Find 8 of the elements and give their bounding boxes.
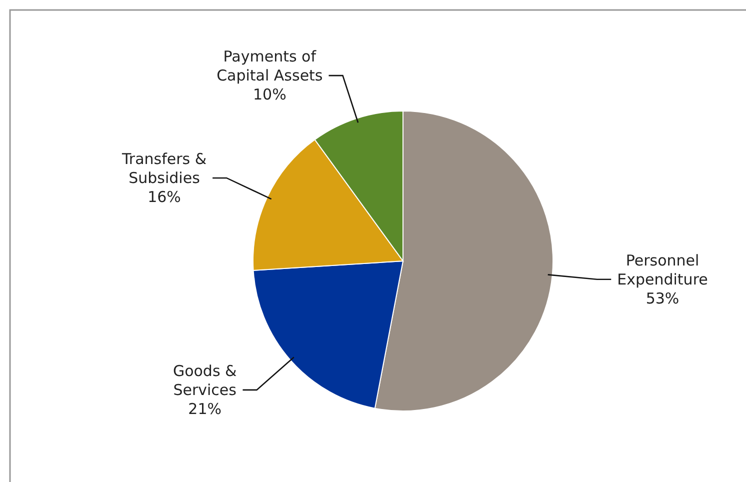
- data-label: 10%: [252, 86, 286, 104]
- data-label: 16%: [148, 188, 181, 206]
- slice-label: Transfers & Subsidies: [120, 150, 207, 187]
- slice-label: Personnel Expenditure: [617, 251, 708, 288]
- slice-label: Goods & Services: [172, 362, 238, 399]
- data-label: 21%: [188, 400, 222, 418]
- slice-label: Payments of Capital Assets: [216, 48, 323, 85]
- data-label: 53%: [646, 289, 680, 308]
